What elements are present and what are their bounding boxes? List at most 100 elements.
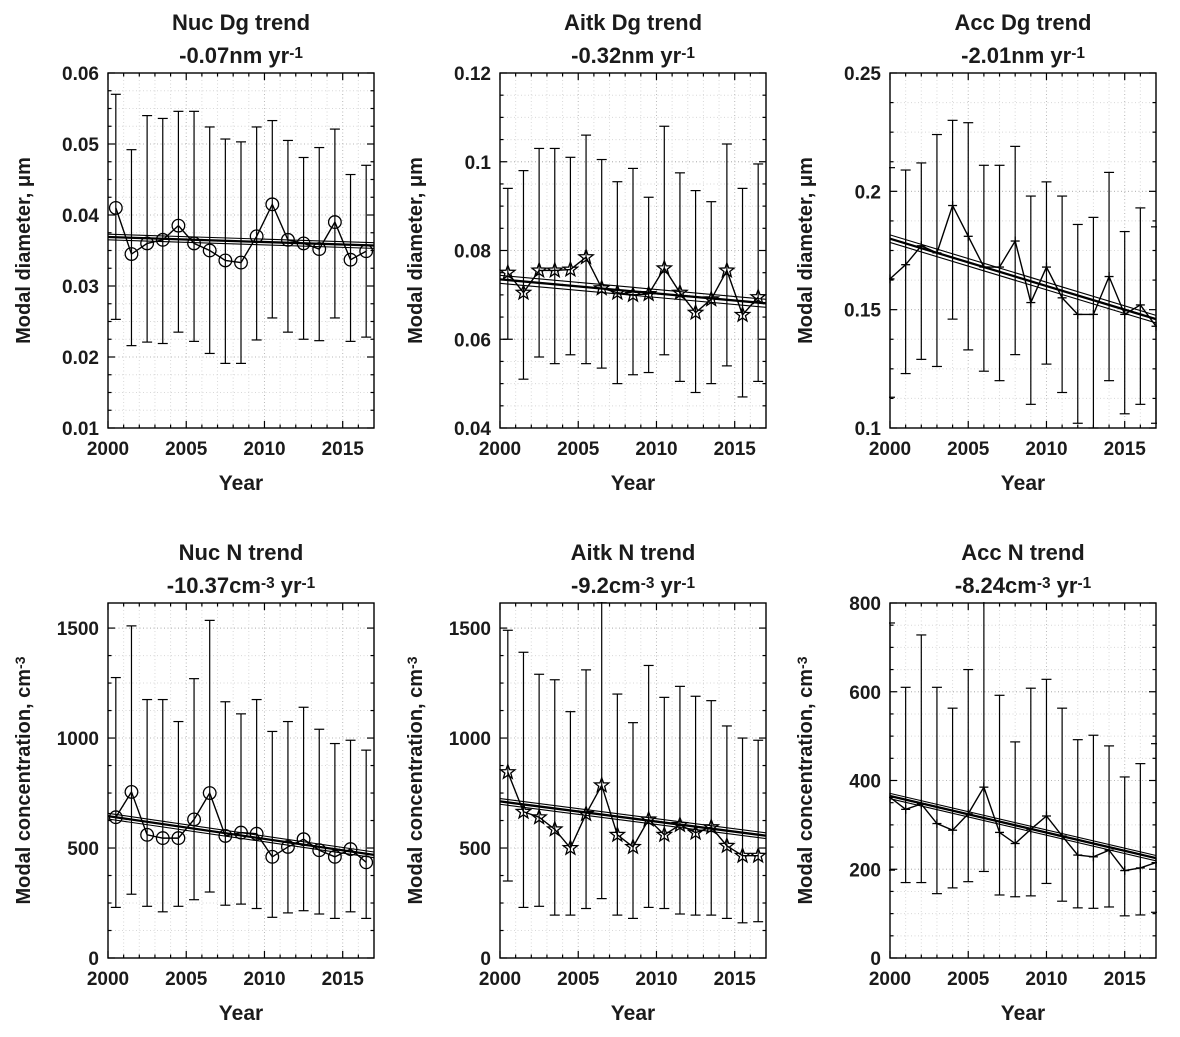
plot-svg-aitk-n-trend: 0 500 1000 1500 2000 2005 2010 2015 Aitk N trend…	[404, 540, 767, 1025]
star-marker	[561, 838, 580, 856]
x-tick-labels: 2000 2005 2010 2015	[869, 969, 1146, 990]
y-tick-labels: 0.01 0.02 0.03 0.04 0.05 0.06	[62, 64, 99, 440]
y-tick-label: 0.04	[62, 206, 99, 227]
plot-title: Nuc Dg trend	[172, 10, 310, 35]
y-tick-label: 0.25	[844, 64, 881, 85]
x-tick-labels: 2000 2005 2010 2015	[87, 439, 364, 460]
y-tick-labels: 0.1 0.15 0.2 0.25	[844, 64, 881, 440]
circle-marker	[280, 839, 295, 854]
axis-box	[499, 602, 767, 959]
y-tick-label: 800	[849, 594, 881, 615]
star-marker	[592, 775, 611, 793]
circle-marker	[140, 236, 155, 251]
x-tick-label: 2000	[869, 969, 911, 990]
circle-marker	[265, 197, 280, 212]
x-tick-label: 2015	[322, 439, 365, 460]
y-tick-label: 1500	[449, 619, 491, 640]
error-bars	[889, 119, 1157, 429]
y-tick-label: 400	[849, 772, 881, 793]
error-bars	[502, 602, 764, 924]
trend-lines	[107, 812, 375, 859]
y-tick-label: 0.02	[62, 348, 99, 369]
circle-marker	[218, 253, 233, 268]
plot-subtitle: -9.2cm-3 yr-1	[571, 573, 695, 598]
star-marker	[733, 305, 752, 323]
star-marker	[561, 260, 580, 278]
plot-subtitle: -8.24cm-3 yr-1	[955, 573, 1092, 598]
x-tick-label: 2000	[87, 439, 129, 460]
star-marker	[655, 825, 674, 843]
y-tick-label: 0.01	[62, 419, 99, 440]
x-tick-label: 2005	[165, 969, 208, 990]
y-axis-label: Modal concentration, cm-3	[404, 656, 427, 904]
star-marker	[733, 846, 752, 864]
x-axis-label: Year	[611, 1002, 655, 1025]
trend-lines	[107, 233, 375, 249]
y-tick-label: 0.06	[454, 330, 491, 351]
subplot-acc-n-trend: 0 200 400 600 800 2000 2005 2010 2015 Acc N trend…	[782, 530, 1180, 1037]
subplot-nuc-n-trend: 0 500 1000 1500 2000 2005 2010 2015 Nuc N trend -…	[0, 530, 398, 1037]
y-tick-labels: 0 500 1000 1500	[449, 619, 491, 970]
plot-svg-acc-dg-trend: 0.1 0.15 0.2 0.25 2000 2005 2010 2015 Acc Dg tre…	[795, 10, 1157, 495]
plot-title: Nuc N trend	[179, 540, 304, 565]
star-marker	[749, 846, 767, 864]
circle-marker	[155, 831, 170, 846]
axis-ticks	[499, 603, 766, 959]
x-tick-label: 2005	[947, 439, 990, 460]
subplot-acc-dg-trend: 0.1 0.15 0.2 0.25 2000 2005 2010 2015 Acc Dg tre…	[782, 0, 1180, 507]
data-markers	[108, 784, 374, 870]
star-marker	[717, 836, 736, 854]
y-tick-label: 600	[849, 683, 881, 704]
data-line	[889, 785, 1157, 872]
star-marker	[577, 247, 595, 265]
star-marker	[686, 303, 705, 321]
x-tick-labels: 2000 2005 2010 2015	[87, 969, 364, 990]
star-marker	[499, 762, 517, 780]
y-tick-label: 0.06	[62, 64, 99, 85]
circle-marker	[234, 255, 248, 270]
x-tick-label: 2015	[322, 969, 365, 990]
circle-marker	[171, 218, 186, 233]
star-marker	[655, 258, 674, 276]
plot-svg-acc-n-trend: 0 200 400 600 800 2000 2005 2010 2015 Acc N trend…	[794, 540, 1157, 1025]
plot-svg-nuc-n-trend: 0 500 1000 1500 2000 2005 2010 2015 Nuc N trend -…	[12, 540, 375, 1025]
axis-ticks	[107, 72, 374, 429]
circle-marker	[218, 828, 233, 843]
x-axis-label: Year	[1001, 1002, 1045, 1025]
x-tick-label: 2015	[1104, 969, 1147, 990]
x-tick-label: 2000	[87, 969, 129, 990]
y-axis-label: Modal diameter, μm	[795, 157, 817, 344]
y-tick-label: 0.03	[62, 277, 99, 298]
circle-marker	[202, 243, 217, 258]
plot-subtitle: -10.37cm-3 yr-1	[167, 573, 316, 598]
plot-title: Acc Dg trend	[955, 10, 1092, 35]
y-tick-label: 1000	[449, 729, 491, 750]
x-tick-label: 2010	[1025, 969, 1067, 990]
x-tick-label: 2000	[479, 439, 521, 460]
x-tick-label: 2005	[557, 969, 600, 990]
subplot-aitk-n-trend: 0 500 1000 1500 2000 2005 2010 2015 Aitk N trend…	[392, 530, 790, 1037]
grid-major	[890, 73, 1156, 428]
x-tick-label: 2010	[635, 969, 677, 990]
y-tick-label: 0	[88, 949, 99, 970]
star-marker	[592, 278, 611, 296]
star-marker	[514, 283, 533, 301]
x-tick-labels: 2000 2005 2010 2015	[479, 969, 756, 990]
x-tick-label: 2000	[869, 439, 911, 460]
circle-marker	[327, 849, 342, 864]
x-axis-label: Year	[1001, 472, 1045, 495]
plot-title: Acc N trend	[961, 540, 1084, 565]
y-axis-label: Modal concentration, cm-3	[794, 656, 817, 904]
star-marker	[530, 261, 549, 279]
circle-marker	[265, 849, 280, 864]
plot-svg-aitk-dg-trend: 0.04 0.06 0.08 0.1 0.12 2000 2005 2010 2015 Aitk …	[405, 10, 767, 495]
axis-ticks	[107, 603, 374, 959]
trend-lines	[499, 274, 767, 308]
circle-marker	[124, 784, 139, 799]
y-tick-label: 0.1	[465, 153, 492, 174]
trend-lines	[889, 792, 1157, 862]
star-marker	[530, 807, 549, 825]
y-tick-label: 0.08	[454, 242, 491, 263]
y-tick-labels: 0 200 400 600 800	[849, 594, 881, 970]
y-tick-label: 0.15	[844, 301, 881, 322]
